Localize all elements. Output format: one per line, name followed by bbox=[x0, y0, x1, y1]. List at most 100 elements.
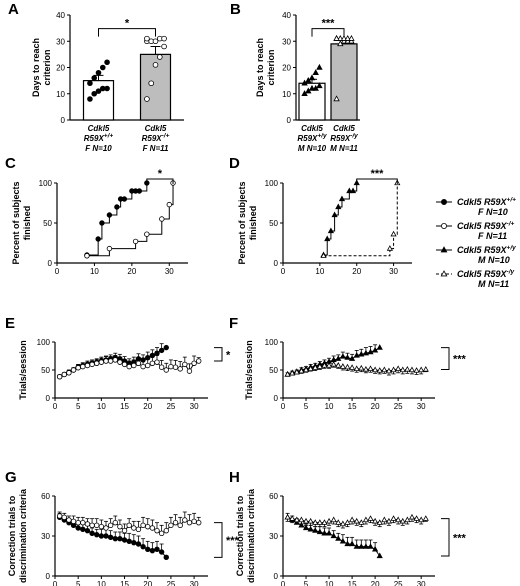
y-axis-label-line: criterion bbox=[42, 49, 52, 85]
panel-letter: G bbox=[5, 469, 17, 486]
data-point bbox=[376, 344, 383, 350]
significance-marker: *** bbox=[371, 168, 385, 180]
data-point bbox=[284, 371, 291, 377]
y-tick-label: 40 bbox=[56, 11, 65, 20]
x-tick-label: 5 bbox=[76, 580, 81, 586]
x-tick-label: 30 bbox=[417, 402, 426, 411]
data-point bbox=[89, 522, 95, 529]
data-point bbox=[196, 358, 202, 364]
y-tick-label: 50 bbox=[269, 219, 278, 228]
data-point bbox=[324, 235, 331, 242]
data-point bbox=[159, 216, 165, 222]
data-point bbox=[404, 365, 411, 372]
label-base: Cdkl5 R59X bbox=[457, 245, 508, 255]
data-point bbox=[325, 517, 333, 524]
data-point bbox=[149, 525, 156, 531]
data-point bbox=[61, 514, 67, 521]
data-point bbox=[131, 539, 137, 546]
data-point bbox=[84, 253, 90, 259]
data-point bbox=[126, 538, 132, 545]
significance-marker: *** bbox=[453, 532, 467, 544]
panel-c: 0 50 100 0 10 20 30 Percent of subjectsfinished… bbox=[5, 155, 188, 276]
category-label-line1: Cdkl5 bbox=[333, 124, 355, 133]
y-axis-label: Days to reachcriterion bbox=[255, 38, 276, 97]
y-tick-label: 0 bbox=[287, 116, 292, 125]
data-point bbox=[348, 540, 356, 547]
data-point bbox=[353, 543, 360, 549]
y-axis-label-line: Correction trials to bbox=[235, 495, 245, 576]
data-point bbox=[353, 351, 360, 358]
data-point bbox=[98, 359, 105, 365]
data-point bbox=[325, 529, 333, 536]
label-base: R59X bbox=[142, 134, 163, 143]
data-point bbox=[344, 540, 351, 547]
x-tick-label: 10 bbox=[325, 402, 334, 411]
data-point bbox=[117, 523, 123, 530]
significance-bracket bbox=[214, 522, 223, 558]
data-point bbox=[308, 84, 316, 91]
x-tick-label: 30 bbox=[190, 580, 199, 586]
data-point bbox=[312, 364, 319, 370]
data-point bbox=[316, 63, 323, 70]
data-point bbox=[367, 348, 374, 355]
data-point bbox=[349, 187, 357, 194]
x-tick-label: 10 bbox=[315, 267, 324, 276]
data-point bbox=[376, 367, 383, 373]
x-tick-label: 20 bbox=[371, 402, 380, 411]
y-tick-label: 20 bbox=[56, 64, 65, 73]
significance-bracket bbox=[214, 347, 223, 362]
label-base: R59X bbox=[297, 134, 318, 143]
data-point bbox=[367, 365, 374, 372]
data-point bbox=[95, 236, 101, 242]
x-tick-label: 0 bbox=[281, 580, 286, 586]
data-point bbox=[312, 527, 319, 533]
data-point bbox=[298, 367, 305, 374]
y-axis-label-line: Correction trials to bbox=[7, 495, 17, 576]
data-point bbox=[80, 519, 86, 526]
y-tick-label: 40 bbox=[282, 11, 291, 20]
panel-letter: B bbox=[230, 1, 241, 18]
data-point bbox=[135, 526, 142, 533]
data-point bbox=[358, 543, 365, 549]
data-point bbox=[339, 537, 346, 544]
data-point bbox=[87, 96, 93, 102]
significance-marker: * bbox=[125, 18, 130, 30]
data-point bbox=[372, 366, 379, 373]
data-point bbox=[144, 96, 150, 102]
data-point bbox=[158, 364, 165, 370]
data-point bbox=[106, 212, 113, 218]
y-tick-label: 100 bbox=[265, 338, 279, 347]
y-axis-label: Correction trials todiscrimination crite… bbox=[7, 488, 28, 583]
significance-bracket bbox=[441, 347, 450, 370]
data-point bbox=[132, 238, 139, 245]
data-point bbox=[408, 366, 416, 373]
data-point bbox=[126, 363, 132, 370]
legend-marker bbox=[440, 222, 447, 229]
data-point bbox=[152, 62, 159, 68]
data-point bbox=[182, 517, 188, 523]
data-point bbox=[358, 350, 365, 357]
y-axis-label-line: criterion bbox=[266, 49, 276, 85]
data-point bbox=[94, 360, 100, 366]
label-superscript: +/y bbox=[507, 245, 517, 252]
data-point bbox=[330, 516, 337, 523]
significance-marker: *** bbox=[226, 535, 240, 547]
data-point bbox=[348, 364, 356, 370]
y-tick-label: 0 bbox=[61, 116, 66, 125]
data-point bbox=[335, 355, 342, 361]
legend-item: Cdkl5 R59X+/+F N=10 bbox=[436, 197, 516, 217]
panel-f: 0 50 100 0 5 10 15 20 25 30 Trials/session F *** bbox=[229, 315, 467, 411]
x-tick-label: 20 bbox=[143, 580, 152, 586]
data-point bbox=[104, 85, 110, 92]
data-point bbox=[99, 64, 106, 71]
x-tick-label: 25 bbox=[166, 580, 175, 586]
significance-bracket bbox=[356, 178, 398, 184]
legend-label-line1: Cdkl5 R59X-/+ bbox=[457, 221, 515, 232]
x-tick-label: 25 bbox=[394, 402, 403, 411]
data-point bbox=[413, 515, 420, 521]
data-point bbox=[327, 227, 335, 234]
data-point bbox=[107, 358, 114, 364]
data-point bbox=[158, 530, 165, 537]
data-point bbox=[339, 363, 346, 369]
